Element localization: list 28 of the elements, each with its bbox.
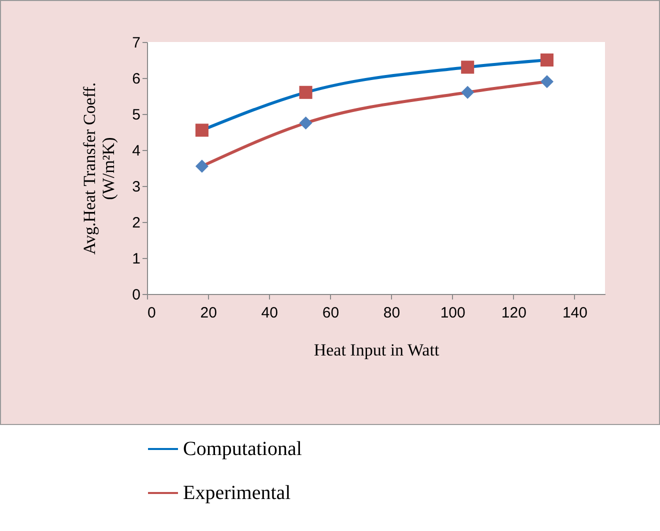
x-tick-label: 100: [440, 304, 466, 322]
y-tick-label: 0: [132, 286, 140, 304]
point: [461, 60, 474, 74]
x-tick-label: 0: [148, 304, 156, 322]
y-tick-label: 7: [132, 34, 140, 52]
y-tick-label: 1: [132, 250, 140, 268]
point: [195, 124, 208, 137]
x-tick-label: 40: [261, 304, 278, 322]
legend-label: Experimental: [183, 482, 292, 504]
point: [299, 86, 312, 99]
x-tick-label: 140: [562, 304, 588, 322]
x-tick-label: 120: [501, 304, 526, 322]
point: [540, 53, 554, 67]
y-tick-label: 2: [132, 214, 140, 232]
x-axis-title: Heat Input in Watt: [314, 340, 440, 360]
x-tick-label: 80: [383, 304, 400, 322]
y-tick-label: 3: [132, 178, 140, 196]
y-axis-title: Avg.Heat Transfer Coeff. (W/m²K): [80, 82, 118, 255]
point: [195, 160, 208, 173]
legend-label: Computational: [183, 438, 302, 460]
x-tick-label: 60: [322, 304, 340, 322]
point: [299, 116, 312, 130]
point: [461, 86, 474, 99]
x-tick-label: 20: [200, 304, 217, 322]
y-tick-label: 4: [132, 142, 140, 160]
point: [540, 75, 554, 88]
y-tick-label: 5: [132, 106, 140, 124]
y-tick-label: 6: [132, 70, 140, 88]
